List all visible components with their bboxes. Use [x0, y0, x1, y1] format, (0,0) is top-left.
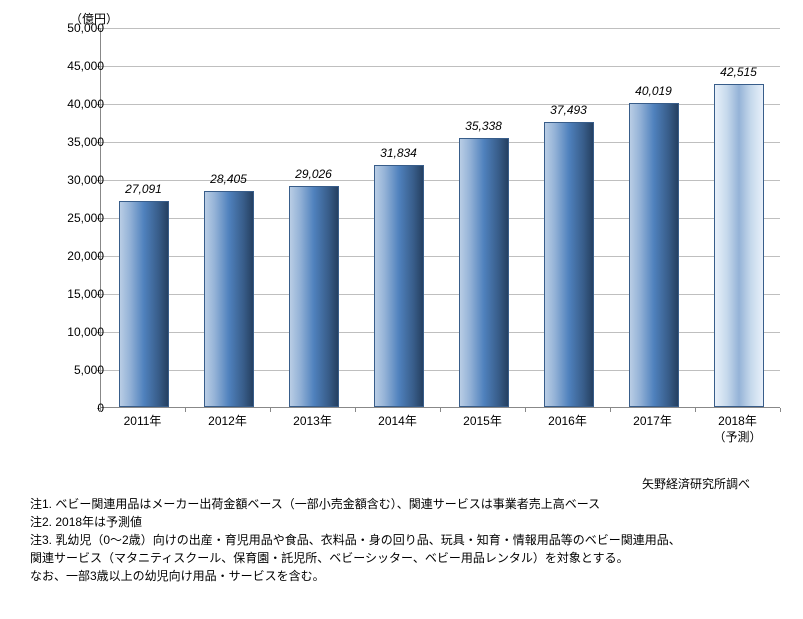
bar-value-label: 29,026 [295, 167, 332, 181]
y-tick-label: 20,000 [54, 249, 104, 263]
y-tick-label: 10,000 [54, 325, 104, 339]
x-tick-label: 2014年 [355, 414, 440, 430]
bar: 28,405 [204, 191, 254, 407]
y-tick-label: 5,000 [54, 363, 104, 377]
note-line: 関連サービス（マタニティスクール、保育園・託児所、ベビーシッター、ベビー用品レン… [30, 549, 770, 567]
bar: 31,834 [374, 165, 424, 407]
notes-block: 矢野経済研究所調べ 注1. ベビー関連用品はメーカー出荷金額ベース（一部小売金額… [30, 475, 770, 585]
bar: 35,338 [459, 138, 509, 407]
bar-value-label: 42,515 [720, 65, 757, 79]
note-line: 注3. 乳幼児（0～2歳）向けの出産・育児用品や食品、衣料品・身の回り品、玩具・… [30, 531, 770, 549]
bar-forecast: 42,515 [714, 84, 764, 407]
y-tick-label: 45,000 [54, 59, 104, 73]
y-tick-label: 50,000 [54, 21, 104, 35]
y-tick-label: 25,000 [54, 211, 104, 225]
bar-value-label: 35,338 [465, 119, 502, 133]
y-tick-label: 35,000 [54, 135, 104, 149]
x-tick-label: 2015年 [440, 414, 525, 430]
note-line: 注1. ベビー関連用品はメーカー出荷金額ベース（一部小売金額含む）、関連サービス… [30, 495, 770, 513]
plot-area: 27,091 28,405 29,026 31,834 35,338 37,493 40,0… [100, 28, 780, 408]
x-tick-label: 2017年 [610, 414, 695, 430]
bar-value-label: 37,493 [550, 103, 587, 117]
bar-value-label: 31,834 [380, 146, 417, 160]
bar: 37,493 [544, 122, 594, 407]
bar: 29,026 [289, 186, 339, 407]
x-tick-label: 2018年（予測） [695, 414, 780, 445]
source-line: 矢野経済研究所調べ [30, 475, 770, 493]
x-tick-label: 2012年 [185, 414, 270, 430]
y-tick-label: 40,000 [54, 97, 104, 111]
note-line: なお、一部3歳以上の幼児向け用品・サービスを含む。 [30, 567, 770, 585]
y-tick-label: 30,000 [54, 173, 104, 187]
bar-value-label: 28,405 [210, 172, 247, 186]
bar: 27,091 [119, 201, 169, 407]
x-tick-label: 2016年 [525, 414, 610, 430]
y-tick-label: 15,000 [54, 287, 104, 301]
bars-group: 27,091 28,405 29,026 31,834 35,338 37,493 40,0… [101, 28, 780, 407]
bar: 40,019 [629, 103, 679, 407]
note-line: 注2. 2018年は予測値 [30, 513, 770, 531]
chart-container: （億円） 27,09128,40529,02631,83435,33837,49… [30, 10, 790, 460]
x-tick-label: 2011年 [100, 414, 185, 430]
y-tick-label: 0 [54, 401, 104, 415]
bar-value-label: 40,019 [635, 84, 672, 98]
bar-value-label: 27,091 [125, 182, 162, 196]
x-tick-label: 2013年 [270, 414, 355, 430]
